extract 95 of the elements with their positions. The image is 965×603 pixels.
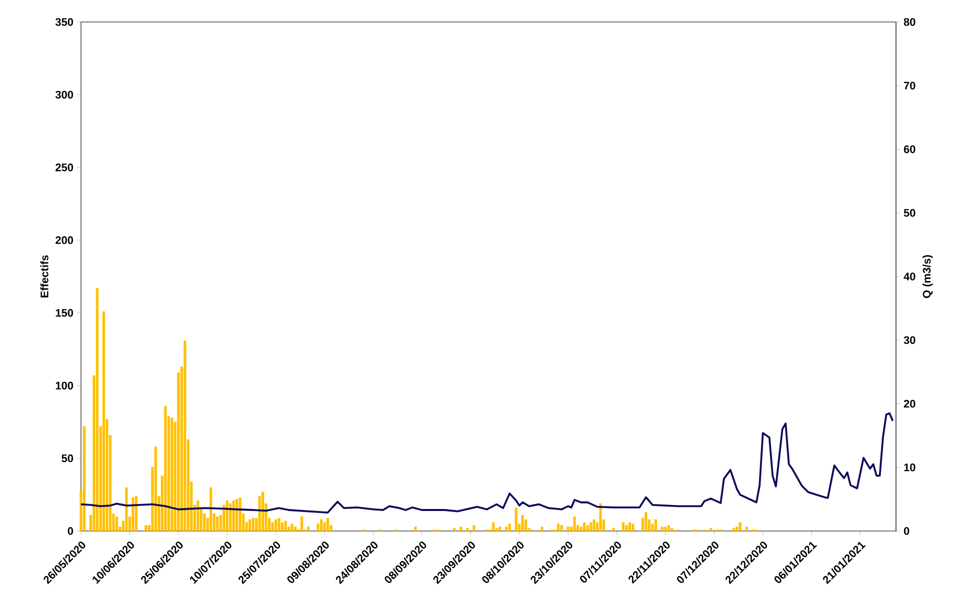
bar (592, 519, 596, 531)
y-tick-label: 200 (56, 236, 74, 244)
bar (274, 519, 278, 531)
bar (226, 500, 228, 531)
bar (248, 519, 252, 531)
bar (82, 426, 86, 531)
bar (599, 503, 602, 531)
bar (521, 515, 524, 531)
bar (184, 340, 186, 531)
y-tick-label: 350 (55, 18, 74, 26)
bar (284, 520, 287, 531)
bar (573, 516, 576, 531)
y-tick-label: 250 (56, 164, 74, 172)
y2-tick-label: 10 (904, 464, 916, 472)
bar (306, 526, 310, 531)
bar (294, 526, 297, 531)
bar (232, 500, 235, 531)
bar (745, 526, 748, 531)
bar (414, 526, 417, 531)
y2-tick-label: 40 (904, 272, 916, 280)
bar (664, 526, 667, 531)
bar (628, 522, 632, 531)
bar (540, 526, 544, 531)
bar (732, 528, 735, 531)
y2-tick-label: 70 (904, 82, 916, 90)
bar (262, 492, 264, 531)
bar (466, 528, 469, 531)
bar (660, 526, 664, 531)
bar (738, 522, 742, 531)
bar (654, 519, 658, 531)
bar (670, 528, 674, 531)
bar (102, 311, 106, 531)
y2-tick-label: 20 (904, 400, 916, 408)
bar (236, 499, 238, 531)
bar (514, 508, 518, 531)
y-tick-label: 300 (55, 90, 74, 99)
bar (460, 526, 462, 531)
bar (278, 518, 280, 531)
bar (252, 518, 254, 531)
y2-axis-title: Q (m3/s) (922, 255, 933, 298)
bar (582, 522, 586, 531)
y2-tick-label: 0 (904, 527, 910, 535)
bar (612, 528, 615, 531)
bar (505, 526, 508, 531)
bar (508, 524, 511, 531)
bar (132, 498, 134, 531)
bar (216, 516, 219, 531)
bar (290, 524, 294, 531)
bar (557, 524, 560, 531)
bar (271, 522, 274, 531)
bar (566, 526, 570, 531)
bar (651, 524, 654, 531)
bar (589, 522, 592, 531)
y2-tick-label: 30 (904, 336, 916, 344)
bar (300, 516, 304, 531)
bar (238, 498, 242, 531)
bar (210, 487, 212, 531)
bar (524, 519, 528, 531)
bar (323, 522, 326, 531)
y2-tick-label: 60 (904, 145, 916, 154)
bar (134, 496, 138, 531)
y-tick-label: 0 (68, 527, 74, 535)
bar (498, 526, 502, 531)
bar (560, 525, 563, 531)
bar (125, 487, 128, 531)
bar (326, 518, 330, 531)
y-tick-label: 150 (56, 308, 74, 317)
bar (492, 522, 495, 531)
bar (154, 446, 157, 531)
y-tick-label: 100 (56, 382, 74, 390)
bar (644, 512, 648, 531)
bar (320, 519, 323, 531)
bar (115, 516, 118, 531)
y-axis-title: Effectifs (40, 255, 48, 298)
bar (196, 500, 200, 531)
bar (144, 525, 148, 531)
y-tick-label: 50 (62, 454, 74, 462)
bar (710, 528, 712, 531)
bar (164, 406, 167, 531)
bar (622, 522, 625, 531)
bar (453, 528, 456, 531)
bar (586, 525, 589, 531)
bar (632, 524, 634, 531)
bar (170, 418, 174, 531)
bar (472, 525, 476, 531)
bar (580, 526, 582, 531)
bar (316, 524, 320, 531)
bar (625, 525, 628, 531)
bar (281, 522, 284, 531)
bar (736, 526, 738, 531)
bar (96, 288, 99, 531)
y2-tick-label: 80 (904, 18, 916, 26)
bar (222, 504, 226, 531)
y2-tick-label: 50 (904, 209, 916, 217)
bar (667, 525, 670, 531)
